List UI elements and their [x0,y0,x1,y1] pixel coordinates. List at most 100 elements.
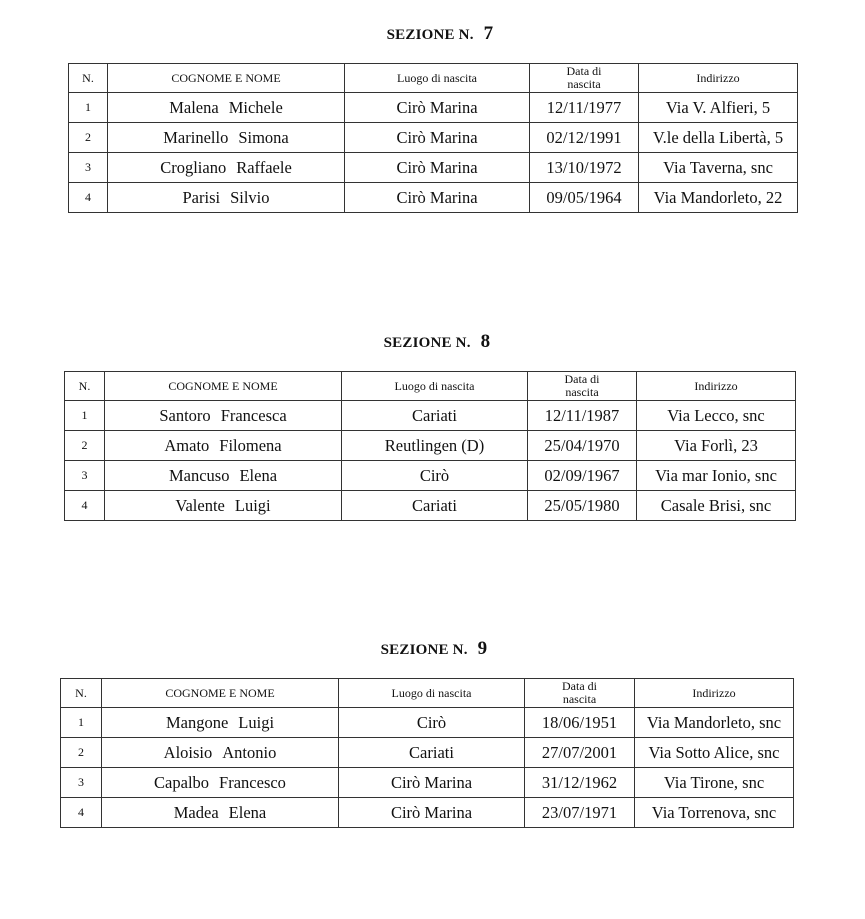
header-birthdate-line2: nascita [565,385,599,399]
header-address: Indirizzo [634,678,794,708]
surname: Madea [173,802,219,822]
row-birthdate: 18/06/1951 [524,707,635,738]
firstname: Michele [228,97,283,117]
row-name: Mancuso Elena [104,460,342,491]
row-number: 4 [68,182,108,213]
row-birthplace: Cirò [338,707,525,738]
row-birthplace: Cirò Marina [344,122,530,153]
row-birthdate: 02/12/1991 [529,122,639,153]
header-birthdate-line2: nascita [562,692,597,706]
surname: Crogliano [160,157,227,177]
firstname: Filomena [219,435,282,455]
section-label: SEZIONE N. [386,27,474,43]
row-address: Via mar Ionio, snc [636,460,796,491]
row-birthdate: 02/09/1967 [527,460,637,491]
section-table: N. COGNOME E NOME Luogo di nascita Data … [64,371,796,521]
row-address: Via Tirone, snc [634,767,794,798]
row-birthdate: 13/10/1972 [529,152,639,183]
row-birthdate: 31/12/1962 [524,767,635,798]
header-birthdate-line1: Data di [564,372,600,386]
header-birthplace: Luogo di nascita [338,678,525,708]
row-address: Via Mandorleto, snc [634,707,794,738]
table-row: 1 Mangone Luigi Cirò 18/06/1951 Via Mando… [60,707,794,738]
surname: Valente [175,495,225,515]
row-number: 3 [68,152,108,183]
firstname: Antonio [222,742,277,762]
section-number: 8 [480,331,491,352]
row-birthplace: Cariati [341,490,528,521]
row-name: Marinello Simona [107,122,345,153]
firstname: Raffaele [236,157,292,177]
row-birthplace: Cariati [338,737,525,768]
row-name: Mangone Luigi [101,707,339,738]
row-address: Via Sotto Alice, snc [634,737,794,768]
section-label: SEZIONE N. [383,335,471,351]
row-address: Via Mandorleto, 22 [638,182,798,213]
row-name: Malena Michele [107,92,345,123]
row-address: Via Taverna, snc [638,152,798,183]
row-birthplace: Cirò Marina [344,182,530,213]
row-number: 2 [68,122,108,153]
surname: Parisi [182,187,221,207]
row-name: Capalbo Francesco [101,767,339,798]
surname: Amato [164,435,210,455]
row-birthdate: 25/04/1970 [527,430,637,461]
row-number: 4 [60,797,102,828]
surname: Marinello [163,127,229,147]
firstname: Francesco [219,772,286,792]
header-birthdate: Data di nascita [524,678,635,708]
firstname: Simona [238,127,289,147]
row-name: Madea Elena [101,797,339,828]
header-birthplace: Luogo di nascita [341,371,528,401]
header-birthdate-line2: nascita [567,77,601,91]
header-birthdate: Data di nascita [529,63,639,93]
section-title: SEZIONE N. 7 [387,23,494,45]
header-address: Indirizzo [636,371,796,401]
section-title: SEZIONE N. 8 [384,331,491,353]
header-address: Indirizzo [638,63,798,93]
surname: Malena [169,97,219,117]
row-name: Valente Luigi [104,490,342,521]
table-header-row: N. COGNOME E NOME Luogo di nascita Data … [64,371,796,401]
section-number: 9 [477,638,488,659]
table-header-row: N. COGNOME E NOME Luogo di nascita Data … [60,678,794,708]
header-name: COGNOME E NOME [107,63,345,93]
table-header-row: N. COGNOME E NOME Luogo di nascita Data … [68,63,798,93]
table-row: 4 Parisi Silvio Cirò Marina 09/05/1964 Vi… [68,182,798,213]
row-number: 4 [64,490,105,521]
table-row: 3 Capalbo Francesco Cirò Marina 31/12/196… [60,767,794,798]
surname: Aloisio [163,742,213,762]
section-title: SEZIONE N. 9 [381,638,488,660]
row-number: 2 [60,737,102,768]
row-name: Aloisio Antonio [101,737,339,768]
row-name: Parisi Silvio [107,182,345,213]
header-name: COGNOME E NOME [101,678,339,708]
header-birthplace: Luogo di nascita [344,63,530,93]
row-number: 3 [60,767,102,798]
row-address: Via Torrenova, snc [634,797,794,828]
table-row: 4 Madea Elena Cirò Marina 23/07/1971 Via … [60,797,794,828]
table-row: 1 Santoro Francesca Cariati 12/11/1987 Vi… [64,400,796,431]
firstname: Elena [239,465,278,485]
header-n: N. [60,678,102,708]
table-row: 3 Mancuso Elena Cirò 02/09/1967 Via mar I… [64,460,796,491]
table-row: 4 Valente Luigi Cariati 25/05/1980 Casale… [64,490,796,521]
row-birthplace: Cirò [341,460,528,491]
row-name: Crogliano Raffaele [107,152,345,183]
row-number: 3 [64,460,105,491]
row-birthplace: Cirò Marina [344,92,530,123]
row-name: Santoro Francesca [104,400,342,431]
row-name: Amato Filomena [104,430,342,461]
row-address: Via Forlì, 23 [636,430,796,461]
row-number: 1 [64,400,105,431]
row-birthplace: Cariati [341,400,528,431]
surname: Capalbo [154,772,210,792]
section-label: SEZIONE N. [380,642,468,658]
row-birthdate: 27/07/2001 [524,737,635,768]
surname: Mancuso [168,465,230,485]
section-table: N. COGNOME E NOME Luogo di nascita Data … [60,678,794,828]
table-row: 3 Crogliano Raffaele Cirò Marina 13/10/19… [68,152,798,183]
firstname: Francesca [220,405,287,425]
row-number: 1 [60,707,102,738]
row-birthplace: Cirò Marina [338,797,525,828]
